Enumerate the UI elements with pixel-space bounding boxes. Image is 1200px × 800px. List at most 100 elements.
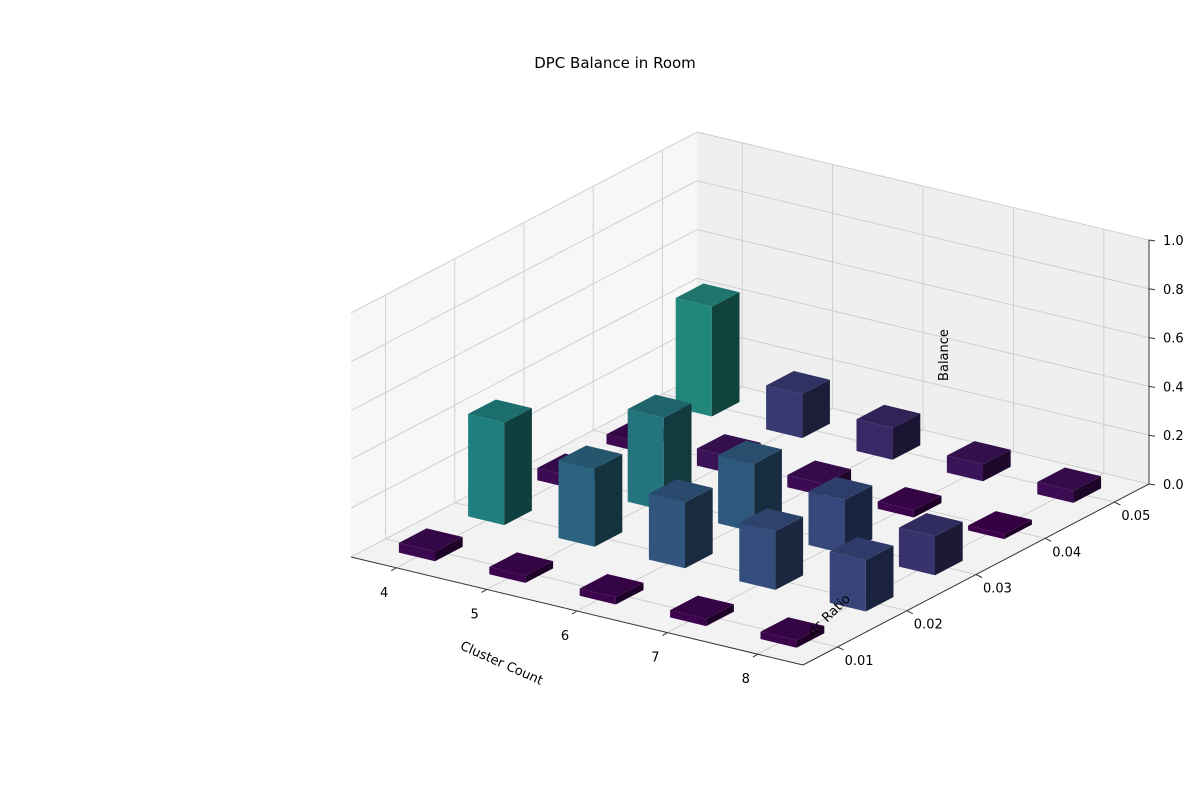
bar-side-face [935,521,963,576]
y-tick-mark [1114,501,1121,506]
bar-side-face [844,485,873,554]
z-tick-label: 0.0 [1163,478,1184,493]
z-tick-mark [1148,434,1156,437]
bar [898,513,963,576]
y-tick-label: 0.01 [845,654,874,669]
z-back-grid-line [696,277,1150,387]
x-tick-label: 6 [561,629,569,644]
bar [877,487,942,518]
bar-side-face [775,516,804,590]
z-tick-mark [1148,483,1156,486]
bar-top-face [489,552,554,576]
bar-side-face [711,292,740,417]
bar-top-face [739,508,804,532]
bar [468,399,532,526]
bar-front-face [808,491,845,554]
z-tick-mark [1148,288,1156,291]
z-back-grid-line [696,180,1150,290]
bar-front-face [1037,482,1074,503]
bar-side-face [435,537,463,562]
bar-front-face [829,551,866,612]
bar-front-face [877,501,914,518]
x-tick-mark [571,610,578,615]
bar-side-face [865,545,894,612]
bar [1037,467,1102,503]
z-tick-label: 0.4 [1163,380,1184,395]
bar-side-face [615,582,644,605]
bar-top-face [696,434,761,458]
bar-top-face [856,404,921,428]
bar-front-face [627,409,664,511]
bar [808,476,873,554]
z-left-grid-line [350,278,698,460]
bar-top-face [760,617,825,641]
z-back-grid-line [696,326,1150,436]
bar-top-face [877,487,942,511]
bar-top-face [898,513,963,537]
bar-front-face [718,455,755,533]
bar-front-face [856,419,893,460]
y-tick-mark [906,610,914,615]
x-tick-label: 4 [380,586,388,601]
bar-top-face [766,371,830,395]
bar-side-face [525,561,554,583]
bar-side-face [802,379,830,439]
z-left-grid-line [350,229,698,411]
y-tick-mark [837,646,844,651]
bar [946,441,1011,482]
y-tick-label: 0.03 [983,582,1012,597]
bar-side-face [1004,519,1032,540]
bar-front-face [968,525,1005,540]
x-tick-mark [390,567,397,572]
bar [760,617,825,648]
y-tick-label: 0.05 [1121,509,1150,524]
z-tick-mark [1148,337,1156,340]
bar-top-face [468,399,532,423]
bar-top-face [787,460,852,484]
tick-labels: 4 5 6 7 8 0.01 0.02 0.03 0.04 0.05 0.0 0.2 0.4 0.6 0.8… [380,234,1184,687]
z-left-grid-line [350,180,698,363]
bar [766,371,830,439]
x-tick-mark [662,632,668,637]
bar-front-face [946,455,983,482]
x-tick-label: 5 [470,607,478,622]
bar-front-face [898,527,935,576]
bar-side-face [706,604,734,627]
bar-front-face [675,298,712,417]
z-tick-label: 0.6 [1163,332,1184,347]
bar-top-face [808,476,873,500]
bar-top-face [675,283,740,307]
y-tick-label: 0.02 [914,618,943,633]
bar-top-face [829,537,894,561]
bar [579,574,644,605]
bar [558,445,623,547]
bar-front-face [670,610,707,627]
bar-front-face [489,566,526,583]
bar-front-face [739,522,776,590]
z-left-grid-line [350,131,698,314]
bar-top-face [558,445,623,469]
y-tick-label: 0.04 [1052,545,1081,560]
bar-top-face [648,479,713,503]
bar-front-face [760,631,797,648]
bar-top-face [670,595,734,619]
bar-front-face [766,385,803,439]
x-tick-label: 7 [651,651,659,666]
bar [675,283,740,417]
z-axis-label: Balance [937,329,952,381]
z-back-grid-line [696,131,1150,241]
bar-side-face [892,413,921,460]
bar-top-face [398,528,463,552]
y-tick-mark [1044,537,1052,542]
bar [489,552,554,583]
bar-side-face [594,454,623,547]
z-tick-label: 1.0 [1163,234,1184,249]
bar-top-face [968,511,1032,535]
x-tick-mark [481,588,487,593]
bar [739,508,804,590]
z-tick-mark [1148,239,1156,242]
x-tick-label: 8 [742,672,750,687]
x-tick-mark [752,653,759,658]
